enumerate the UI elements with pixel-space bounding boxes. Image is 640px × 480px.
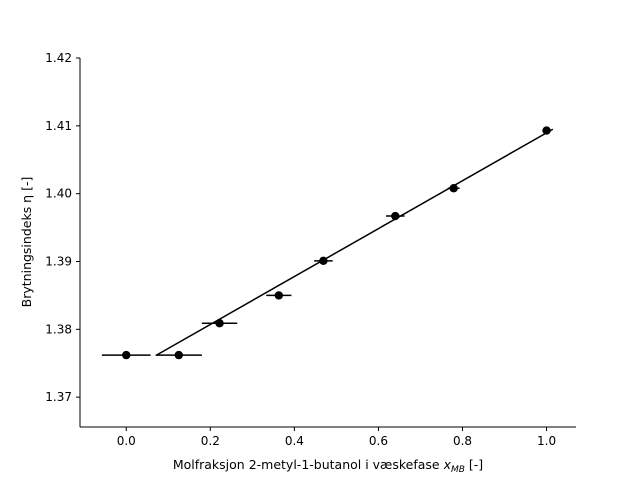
data-point — [274, 291, 284, 300]
data-point — [174, 350, 183, 360]
error-bars — [101, 129, 551, 356]
y-tick-label: 1.39 — [45, 254, 72, 268]
data-point — [122, 350, 131, 360]
x-tick-label: 0.8 — [453, 434, 472, 448]
x-axis-label: Molfraksjon 2-metyl-1-butanol i væskefas… — [173, 457, 483, 475]
y-tick-label: 1.37 — [45, 390, 72, 404]
fit-line — [156, 128, 554, 356]
x-tick-label: 0.2 — [201, 434, 220, 448]
fit-line-layer — [156, 128, 554, 356]
data-point — [542, 126, 551, 135]
data-point — [449, 184, 458, 193]
data-point — [319, 256, 328, 266]
plot-area — [101, 126, 554, 360]
x-ticks: 0.0 0.2 0.4 0.6 0.8 1.0 — [117, 427, 556, 448]
data-point — [215, 319, 224, 328]
x-tick-label: 1.0 — [537, 434, 556, 448]
y-axis-label: Brytningsindeks η [-] — [19, 177, 34, 308]
y-tick-label: 1.42 — [45, 51, 72, 65]
x-tick-label: 0.4 — [285, 434, 304, 448]
y-tick-label: 1.38 — [45, 322, 72, 336]
y-tick-label: 1.40 — [45, 187, 72, 201]
data-point — [391, 211, 400, 221]
y-tick-label: 1.41 — [45, 119, 72, 133]
x-tick-label: 0.6 — [369, 434, 388, 448]
x-tick-label: 0.0 — [117, 434, 136, 448]
y-ticks: 1.37 1.38 1.39 1.40 1.41 1.42 — [45, 51, 80, 404]
data-points — [122, 126, 551, 360]
